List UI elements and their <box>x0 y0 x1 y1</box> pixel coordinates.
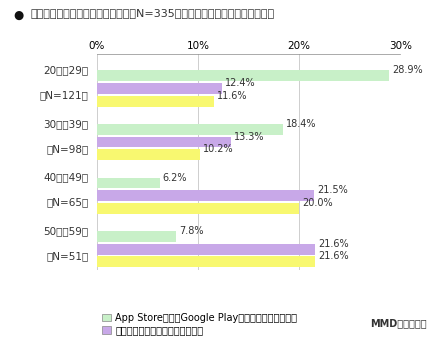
Bar <box>97 124 283 135</box>
Bar <box>97 83 222 94</box>
Text: 30歳～39歳: 30歳～39歳 <box>44 119 89 129</box>
Bar <box>97 203 299 214</box>
Text: 20歳～29歳: 20歳～29歳 <box>44 66 89 75</box>
Legend: App StoreまたはGoogle Playのランキングで知った, 電子書籍に関連するサイトを見て, 電子ギフトクーポンや電子書籍券をもらったから: App StoreまたはGoogle Playのランキングで知った, 電子書籍に… <box>102 313 297 338</box>
Bar <box>97 177 160 189</box>
Text: 11.6%: 11.6% <box>217 91 248 101</box>
Text: MMD研究所調べ: MMD研究所調べ <box>370 318 427 328</box>
Text: （N=121）: （N=121） <box>40 91 89 101</box>
Text: 6.2%: 6.2% <box>163 172 187 183</box>
Bar <box>97 149 200 160</box>
Text: ●: ● <box>13 8 23 21</box>
Text: 10.2%: 10.2% <box>203 144 234 154</box>
Text: 7.8%: 7.8% <box>179 226 203 236</box>
Text: 20.0%: 20.0% <box>302 198 333 208</box>
Text: 21.6%: 21.6% <box>319 239 349 249</box>
Bar <box>97 231 176 242</box>
Text: （N=51）: （N=51） <box>47 251 89 261</box>
Bar <box>97 96 214 106</box>
Text: 40歳～49歳: 40歳～49歳 <box>44 172 89 183</box>
Text: 12.4%: 12.4% <box>225 78 256 88</box>
Text: 21.6%: 21.6% <box>319 251 349 261</box>
Bar <box>97 244 315 255</box>
Text: （N=98）: （N=98） <box>47 144 89 154</box>
Text: 13.3%: 13.3% <box>235 131 265 142</box>
Text: 50歳～59歳: 50歳～59歳 <box>44 226 89 236</box>
Text: 18.4%: 18.4% <box>286 119 316 129</box>
Bar <box>97 256 315 267</box>
Bar <box>97 70 389 81</box>
Bar <box>97 190 315 201</box>
Text: 28.9%: 28.9% <box>392 66 423 75</box>
Text: 21.5%: 21.5% <box>317 185 348 195</box>
Text: 電子書籍ストアを選んだキッカケ（N=335）　年代別・上位３項目のみ表示: 電子書籍ストアを選んだキッカケ（N=335） 年代別・上位３項目のみ表示 <box>31 8 275 19</box>
Text: （N=65）: （N=65） <box>47 198 89 208</box>
Bar <box>97 137 231 147</box>
